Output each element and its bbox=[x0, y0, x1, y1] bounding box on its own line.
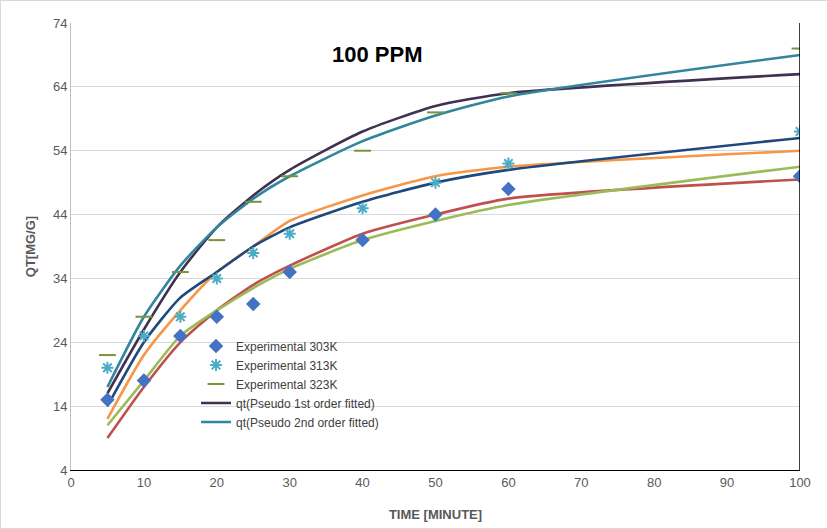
svg-text:80: 80 bbox=[647, 475, 661, 490]
svg-text:64: 64 bbox=[53, 79, 67, 94]
svg-text:60: 60 bbox=[501, 475, 515, 490]
svg-text:Experimental 323K: Experimental 323K bbox=[236, 378, 337, 392]
svg-text:34: 34 bbox=[53, 271, 67, 286]
svg-text:50: 50 bbox=[428, 475, 442, 490]
svg-text:4: 4 bbox=[60, 463, 67, 478]
svg-text:54: 54 bbox=[53, 143, 67, 158]
svg-text:30: 30 bbox=[282, 475, 296, 490]
svg-text:100 PPM: 100 PPM bbox=[332, 42, 423, 67]
svg-text:qt(Pseudo 1st order fitted): qt(Pseudo 1st order fitted) bbox=[236, 397, 375, 411]
svg-text:0: 0 bbox=[67, 475, 74, 490]
svg-text:90: 90 bbox=[720, 475, 734, 490]
svg-text:24: 24 bbox=[53, 335, 67, 350]
svg-text:10: 10 bbox=[137, 475, 151, 490]
svg-text:44: 44 bbox=[53, 207, 67, 222]
svg-text:100: 100 bbox=[789, 475, 811, 490]
svg-text:TIME [MINUTE]: TIME [MINUTE] bbox=[389, 507, 482, 522]
svg-text:qt(Pseudo 2nd order fitted): qt(Pseudo 2nd order fitted) bbox=[236, 416, 379, 430]
svg-text:QT[MG/G]: QT[MG/G] bbox=[23, 216, 38, 277]
svg-text:70: 70 bbox=[574, 475, 588, 490]
svg-text:74: 74 bbox=[53, 16, 67, 31]
svg-text:Experimental 303K: Experimental 303K bbox=[236, 340, 337, 354]
svg-text:20: 20 bbox=[210, 475, 224, 490]
svg-text:40: 40 bbox=[355, 475, 369, 490]
svg-text:14: 14 bbox=[53, 399, 67, 414]
svg-text:Experimental 313K: Experimental 313K bbox=[236, 359, 337, 373]
